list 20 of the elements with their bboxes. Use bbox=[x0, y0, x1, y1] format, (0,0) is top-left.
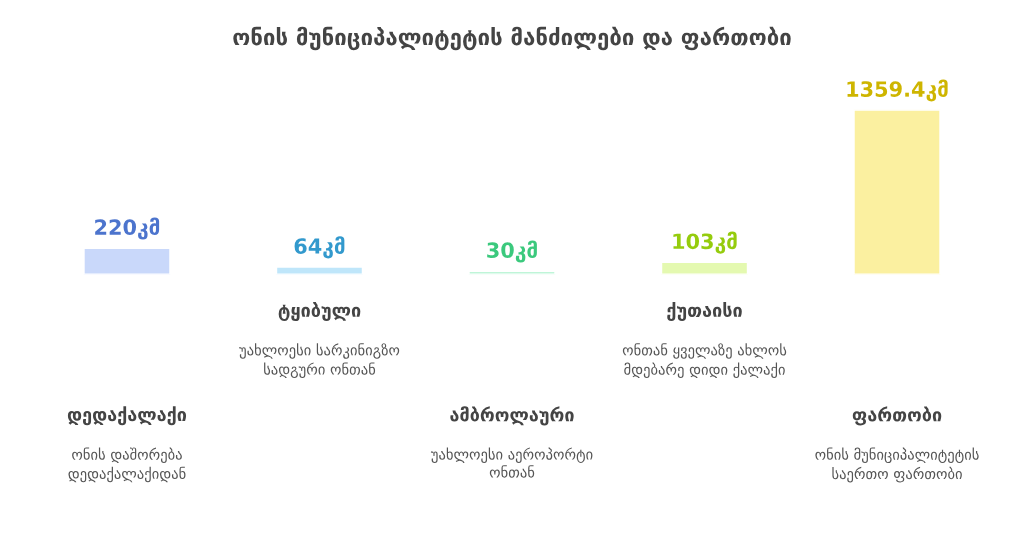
bar bbox=[275, 265, 364, 275]
x-tick-label: ტყიბული bbox=[278, 301, 361, 321]
bar bbox=[82, 246, 172, 275]
data-label: 30კმ bbox=[487, 240, 537, 263]
bar bbox=[852, 109, 942, 275]
x-tick-label: ამბროლაური bbox=[450, 406, 574, 426]
x-tick-label: ქუთაისი bbox=[667, 301, 742, 321]
text: ონის დაშორება დედაქალაქიდან bbox=[68, 447, 186, 483]
x-tick-label: ფართობი bbox=[852, 406, 942, 426]
text: უახლოესი აეროპორტი ონთან bbox=[430, 447, 593, 478]
data-label: 103კმ bbox=[673, 231, 737, 254]
x-tick-label: დედაქალაქი bbox=[67, 406, 187, 426]
bar bbox=[660, 260, 749, 275]
data-label: 220კმ bbox=[95, 217, 160, 240]
text: ონთან ყველაზე ახლოს მდებარე დიდი ქალაქი bbox=[622, 343, 787, 379]
chart-title: ონის მუნიციპალიტეტის მანძილები და ფართობი bbox=[233, 26, 791, 51]
data-label: 64კმ bbox=[294, 236, 345, 259]
data-label: 1359.4კმ bbox=[847, 79, 948, 102]
text: უახლოესი სარკინიგზო სადგური ონთან bbox=[239, 343, 400, 379]
text: ონის მუნიციპალიტეტის საერთო ფართობი bbox=[815, 447, 979, 483]
